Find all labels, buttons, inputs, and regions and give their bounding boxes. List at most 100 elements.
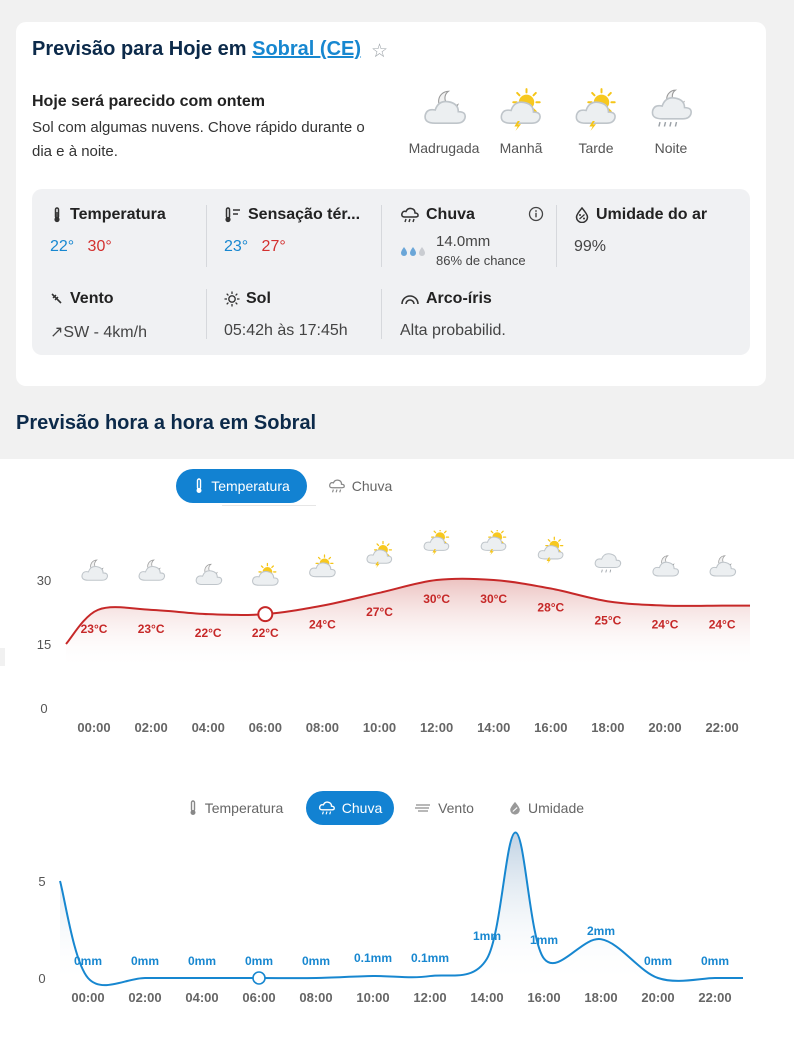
rain-chance: 86% de chance xyxy=(436,253,526,268)
x-tick-label: 18:00 xyxy=(591,720,624,735)
x-tick-label: 06:00 xyxy=(249,720,282,735)
y-tick-label: 0 xyxy=(40,701,47,716)
y-tick-label: 30 xyxy=(37,573,51,588)
temperature-data-label: 24°C xyxy=(309,618,336,632)
info-icon[interactable] xyxy=(528,206,544,227)
temperature-data-label: 28°C xyxy=(537,601,564,615)
hourly-charts-area xyxy=(0,459,794,1050)
thermometer-icon xyxy=(196,478,202,493)
x-tick-label: 10:00 xyxy=(356,990,389,1005)
stat-rain: Chuva 14.0mm 86% de chance xyxy=(400,206,546,268)
sun-icon xyxy=(224,291,240,307)
period-manha: Manhã xyxy=(481,88,561,156)
summary-heading: Hoje será parecido com ontem xyxy=(32,93,265,110)
tab-rain-top[interactable]: Chuva xyxy=(320,469,400,503)
temperature-data-label: 22°C xyxy=(195,626,222,640)
thermometer-icon xyxy=(54,207,60,223)
temperature-data-label: 30°C xyxy=(480,592,507,606)
x-tick-label: 00:00 xyxy=(77,720,110,735)
x-tick-label: 14:00 xyxy=(470,990,503,1005)
temp-min: 22° xyxy=(50,238,75,255)
x-tick-label: 08:00 xyxy=(306,720,339,735)
x-tick-label: 04:00 xyxy=(192,720,225,735)
tab-label: Umidade xyxy=(527,800,585,816)
scroll-edge xyxy=(0,648,5,666)
period-madrugada: Madrugada xyxy=(404,88,484,156)
sun-cloud-storm-icon xyxy=(556,88,636,132)
x-tick-label: 14:00 xyxy=(477,720,510,735)
cloud-rain-icon xyxy=(594,553,622,573)
favorite-star-icon[interactable]: ☆ xyxy=(371,41,389,62)
sun-cloud-storm-icon xyxy=(423,530,450,556)
x-tick-label: 00:00 xyxy=(71,990,104,1005)
x-tick-label: 20:00 xyxy=(641,990,674,1005)
x-tick-label: 04:00 xyxy=(185,990,218,1005)
period-noite: Noite xyxy=(631,88,711,156)
stat-wind: Vento ↗SW - 4km/h xyxy=(50,290,147,342)
rain-line xyxy=(59,831,743,987)
sun-cloud-storm-icon xyxy=(537,536,564,564)
feels-like-icon xyxy=(225,207,240,223)
temperature-area xyxy=(66,578,750,668)
tab-temperature-bottom[interactable]: Temperatura xyxy=(176,791,294,825)
divider xyxy=(206,205,207,267)
rain-chart: 5 0 0mm 00:00 0mm 02:00 0mm 04:00 0mm 06:00 0mm 08:… xyxy=(38,831,743,1005)
city-link[interactable]: Sobral (CE) xyxy=(252,38,362,60)
sun-value: 05:42h às 17:45h xyxy=(224,322,348,339)
moon-cloud-icon xyxy=(138,559,166,581)
x-tick-label: 02:00 xyxy=(128,990,161,1005)
stat-label: Vento xyxy=(70,290,114,307)
temperature-data-label: 24°C xyxy=(652,618,679,632)
x-tick-label: 18:00 xyxy=(584,990,617,1005)
x-tick-label: 20:00 xyxy=(648,720,681,735)
tab-label: Vento xyxy=(438,800,474,816)
x-tick-label: 22:00 xyxy=(698,990,731,1005)
tab-humidity-bottom[interactable]: Umidade xyxy=(496,791,596,825)
wind-direction-arrow-icon: ↗ xyxy=(50,324,64,341)
rain-cloud-icon xyxy=(318,801,335,815)
temperature-data-label: 23°C xyxy=(81,622,108,636)
tab-rain-bottom[interactable]: Chuva xyxy=(306,791,394,825)
x-tick-label: 16:00 xyxy=(534,720,567,735)
current-hour-marker xyxy=(252,971,266,985)
rain-data-label: 1mm xyxy=(473,929,501,943)
tab-wind-bottom[interactable]: Vento xyxy=(404,791,484,825)
x-tick-label: 08:00 xyxy=(299,990,332,1005)
stat-label: Temperatura xyxy=(70,206,166,223)
current-hour-marker xyxy=(257,606,274,623)
hourly-section-title: Previsão hora a hora em Sobral xyxy=(16,412,317,434)
rain-data-label: 0mm xyxy=(188,954,216,968)
sun-cloud-storm-icon xyxy=(481,88,561,132)
humidity-icon xyxy=(575,207,589,223)
humidity-value: 99% xyxy=(574,238,607,255)
wind-icon xyxy=(51,293,62,304)
moon-cloud-icon xyxy=(195,563,223,586)
rain-drops-icon xyxy=(401,246,425,256)
rain-area xyxy=(60,832,743,986)
rain-data-label: 0.1mm xyxy=(411,951,449,965)
rain-data-label: 0mm xyxy=(74,954,102,968)
tab-underline xyxy=(222,505,316,506)
divider xyxy=(381,289,382,339)
tab-label: Chuva xyxy=(341,800,383,816)
sun-cloud-icon xyxy=(309,554,336,578)
period-label: Tarde xyxy=(578,140,614,156)
y-tick-label: 5 xyxy=(38,874,45,889)
stats-panel: Temperatura 22° 30° Sensação tér... 23° … xyxy=(32,189,750,355)
feels-min: 23° xyxy=(224,238,249,255)
wind-value: SW - 4km/h xyxy=(63,324,147,341)
card-title: Previsão para Hoje em Sobral (CE) xyxy=(32,38,361,61)
stat-label: Sol xyxy=(246,290,271,307)
moon-cloud-icon xyxy=(709,555,737,577)
stat-temperature: Temperatura 22° 30° xyxy=(50,206,166,256)
tab-label: Temperatura xyxy=(204,800,284,816)
moon-cloud-icon xyxy=(81,559,108,581)
x-tick-label: 12:00 xyxy=(420,720,453,735)
rain-data-label: 0mm xyxy=(245,954,273,968)
tab-temperature-top[interactable]: Temperatura xyxy=(176,469,307,503)
temperature-data-label: 22°C xyxy=(252,626,279,640)
rain-data-label: 1mm xyxy=(530,933,558,947)
moon-cloud-rain-icon xyxy=(631,88,711,132)
x-tick-label: 02:00 xyxy=(134,720,167,735)
rain-data-label: 0mm xyxy=(131,954,159,968)
